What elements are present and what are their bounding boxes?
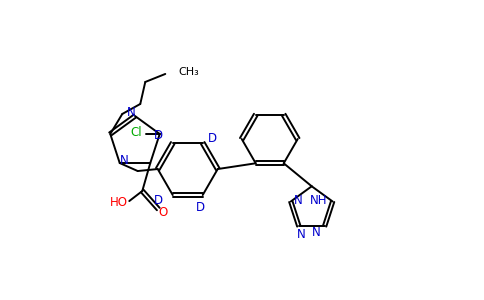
Text: N: N <box>293 194 302 207</box>
Text: NH: NH <box>310 194 327 207</box>
Text: CH₃: CH₃ <box>178 67 199 77</box>
Text: N: N <box>312 226 321 238</box>
Text: D: D <box>208 132 217 145</box>
Text: N: N <box>127 106 136 118</box>
Text: HO: HO <box>110 196 128 208</box>
Text: Cl: Cl <box>130 127 141 140</box>
Text: O: O <box>159 206 168 218</box>
Text: D: D <box>196 200 205 214</box>
Text: D: D <box>154 194 163 206</box>
Text: N: N <box>296 228 305 241</box>
Text: D: D <box>154 129 163 142</box>
Text: N: N <box>121 154 129 166</box>
